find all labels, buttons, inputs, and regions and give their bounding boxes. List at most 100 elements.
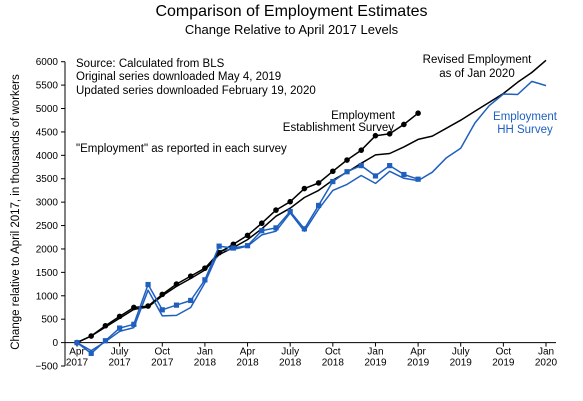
series-line [76,59,547,344]
series-line [76,164,419,355]
data-point [259,228,265,234]
data-point [159,291,166,298]
data-point [387,163,393,169]
x-tick-label-year: 2018 [236,358,259,369]
x-tick-label-month: Oct [325,347,341,358]
series-household-survey-original [74,163,421,356]
x-tick-label-year: 2017 [151,358,174,369]
data-point [372,132,379,139]
y-tick-label: −500 [35,362,58,373]
x-tick-label-month: Oct [496,347,512,358]
data-point [102,338,109,344]
y-tick-label: 5500 [36,81,59,92]
data-point [188,297,194,304]
data-point [216,243,222,249]
data-point [131,304,137,311]
y-tick-label: 1500 [36,268,59,279]
establishment-label-line-2: Establishment Survey [283,122,394,134]
data-point [330,178,336,185]
hh-label-line-1: Employment [493,111,558,123]
data-point [287,198,293,205]
series-revised-employment-as-of-jan-2020 [76,59,547,344]
data-point [316,202,322,209]
data-point [145,303,151,309]
data-point [187,273,194,279]
y-tick-label: 2500 [36,221,59,232]
data-point [244,243,251,249]
axes [64,61,556,366]
data-point [230,245,236,251]
y-tick-label: 4500 [36,127,59,138]
y-tick-label: 3500 [36,174,59,185]
revised-label-line-2: as of Jan 2020 [439,68,514,80]
x-tick-label-month: Apr [410,347,426,358]
x-tick-label-month: July [111,347,129,358]
series-revised-household-survey [76,80,547,352]
x-tick-label-year: 2019 [492,358,515,369]
data-point [159,307,165,313]
chart-title: Comparison of Employment Estimates [155,3,428,20]
data-point [358,163,364,169]
data-point [301,185,308,192]
source-line-2: Original series downloaded May 4, 2019 [76,71,281,83]
data-point [415,176,421,182]
x-tick-label-year: 2019 [364,358,387,369]
x-tick-label-year: 2017 [66,358,89,369]
data-point [74,339,80,346]
data-point [344,169,350,175]
source-annotation: Source: Calculated from BLS Original ser… [76,58,316,97]
note-annotation: "Employment" as reported in each survey [76,143,287,155]
x-tick-label-year: 2018 [194,358,217,369]
y-tick-label: 4000 [36,151,59,162]
x-tick-label-month: Jan [197,347,213,358]
data-point [116,313,123,320]
data-point [145,281,151,288]
data-point [415,110,421,116]
x-tick-label-month: Apr [240,347,256,358]
data-point [401,171,407,178]
x-tick-label-month: Jan [367,347,383,358]
data-point [273,207,279,213]
data-point [173,302,180,308]
revised-label-line-1: Revised Employment [423,54,532,66]
x-tick-label-year: 2020 [535,358,558,369]
source-line-3: Updated series downloaded February 19, 2… [76,85,316,97]
data-point [88,333,95,339]
data-point [202,277,208,283]
data-point [344,157,350,163]
data-point [88,350,94,356]
x-tick-label-year: 2018 [322,358,345,369]
x-tick-label-year: 2019 [407,358,430,369]
hh-label-line-2: HH Survey [497,124,553,136]
y-tick-label: 2000 [36,244,59,255]
data-point [287,208,293,215]
x-tick-label-year: 2019 [450,358,473,369]
y-tick-label: 6000 [36,57,59,68]
data-point [131,321,137,327]
data-point [401,121,407,128]
x-tick-label-year: 2017 [109,358,132,369]
x-tick-label-month: Oct [154,347,170,358]
series-layer [74,59,547,356]
data-point [386,130,393,137]
data-point [173,281,180,287]
data-point [244,232,251,239]
chart-subtitle: Change Relative to April 2017 Levels [184,22,399,37]
x-tick-label-year: 2018 [279,358,302,369]
data-point [372,173,379,179]
data-point [202,265,208,271]
source-line-1: Source: Calculated from BLS [76,58,225,70]
data-point [358,147,365,153]
y-tick-label: 0 [52,338,58,349]
data-point [273,225,279,231]
y-tick-label: 1000 [36,291,59,302]
x-tick-label-month: July [281,347,299,358]
y-tick-label: 500 [41,315,58,326]
y-axis-label: Change relative to April 2017, in thousa… [10,74,22,350]
y-tick-label: 3000 [36,198,59,209]
establishment-label-line-1: Employment [331,110,396,122]
y-tick-label: 5000 [36,104,59,115]
data-point [315,180,322,186]
